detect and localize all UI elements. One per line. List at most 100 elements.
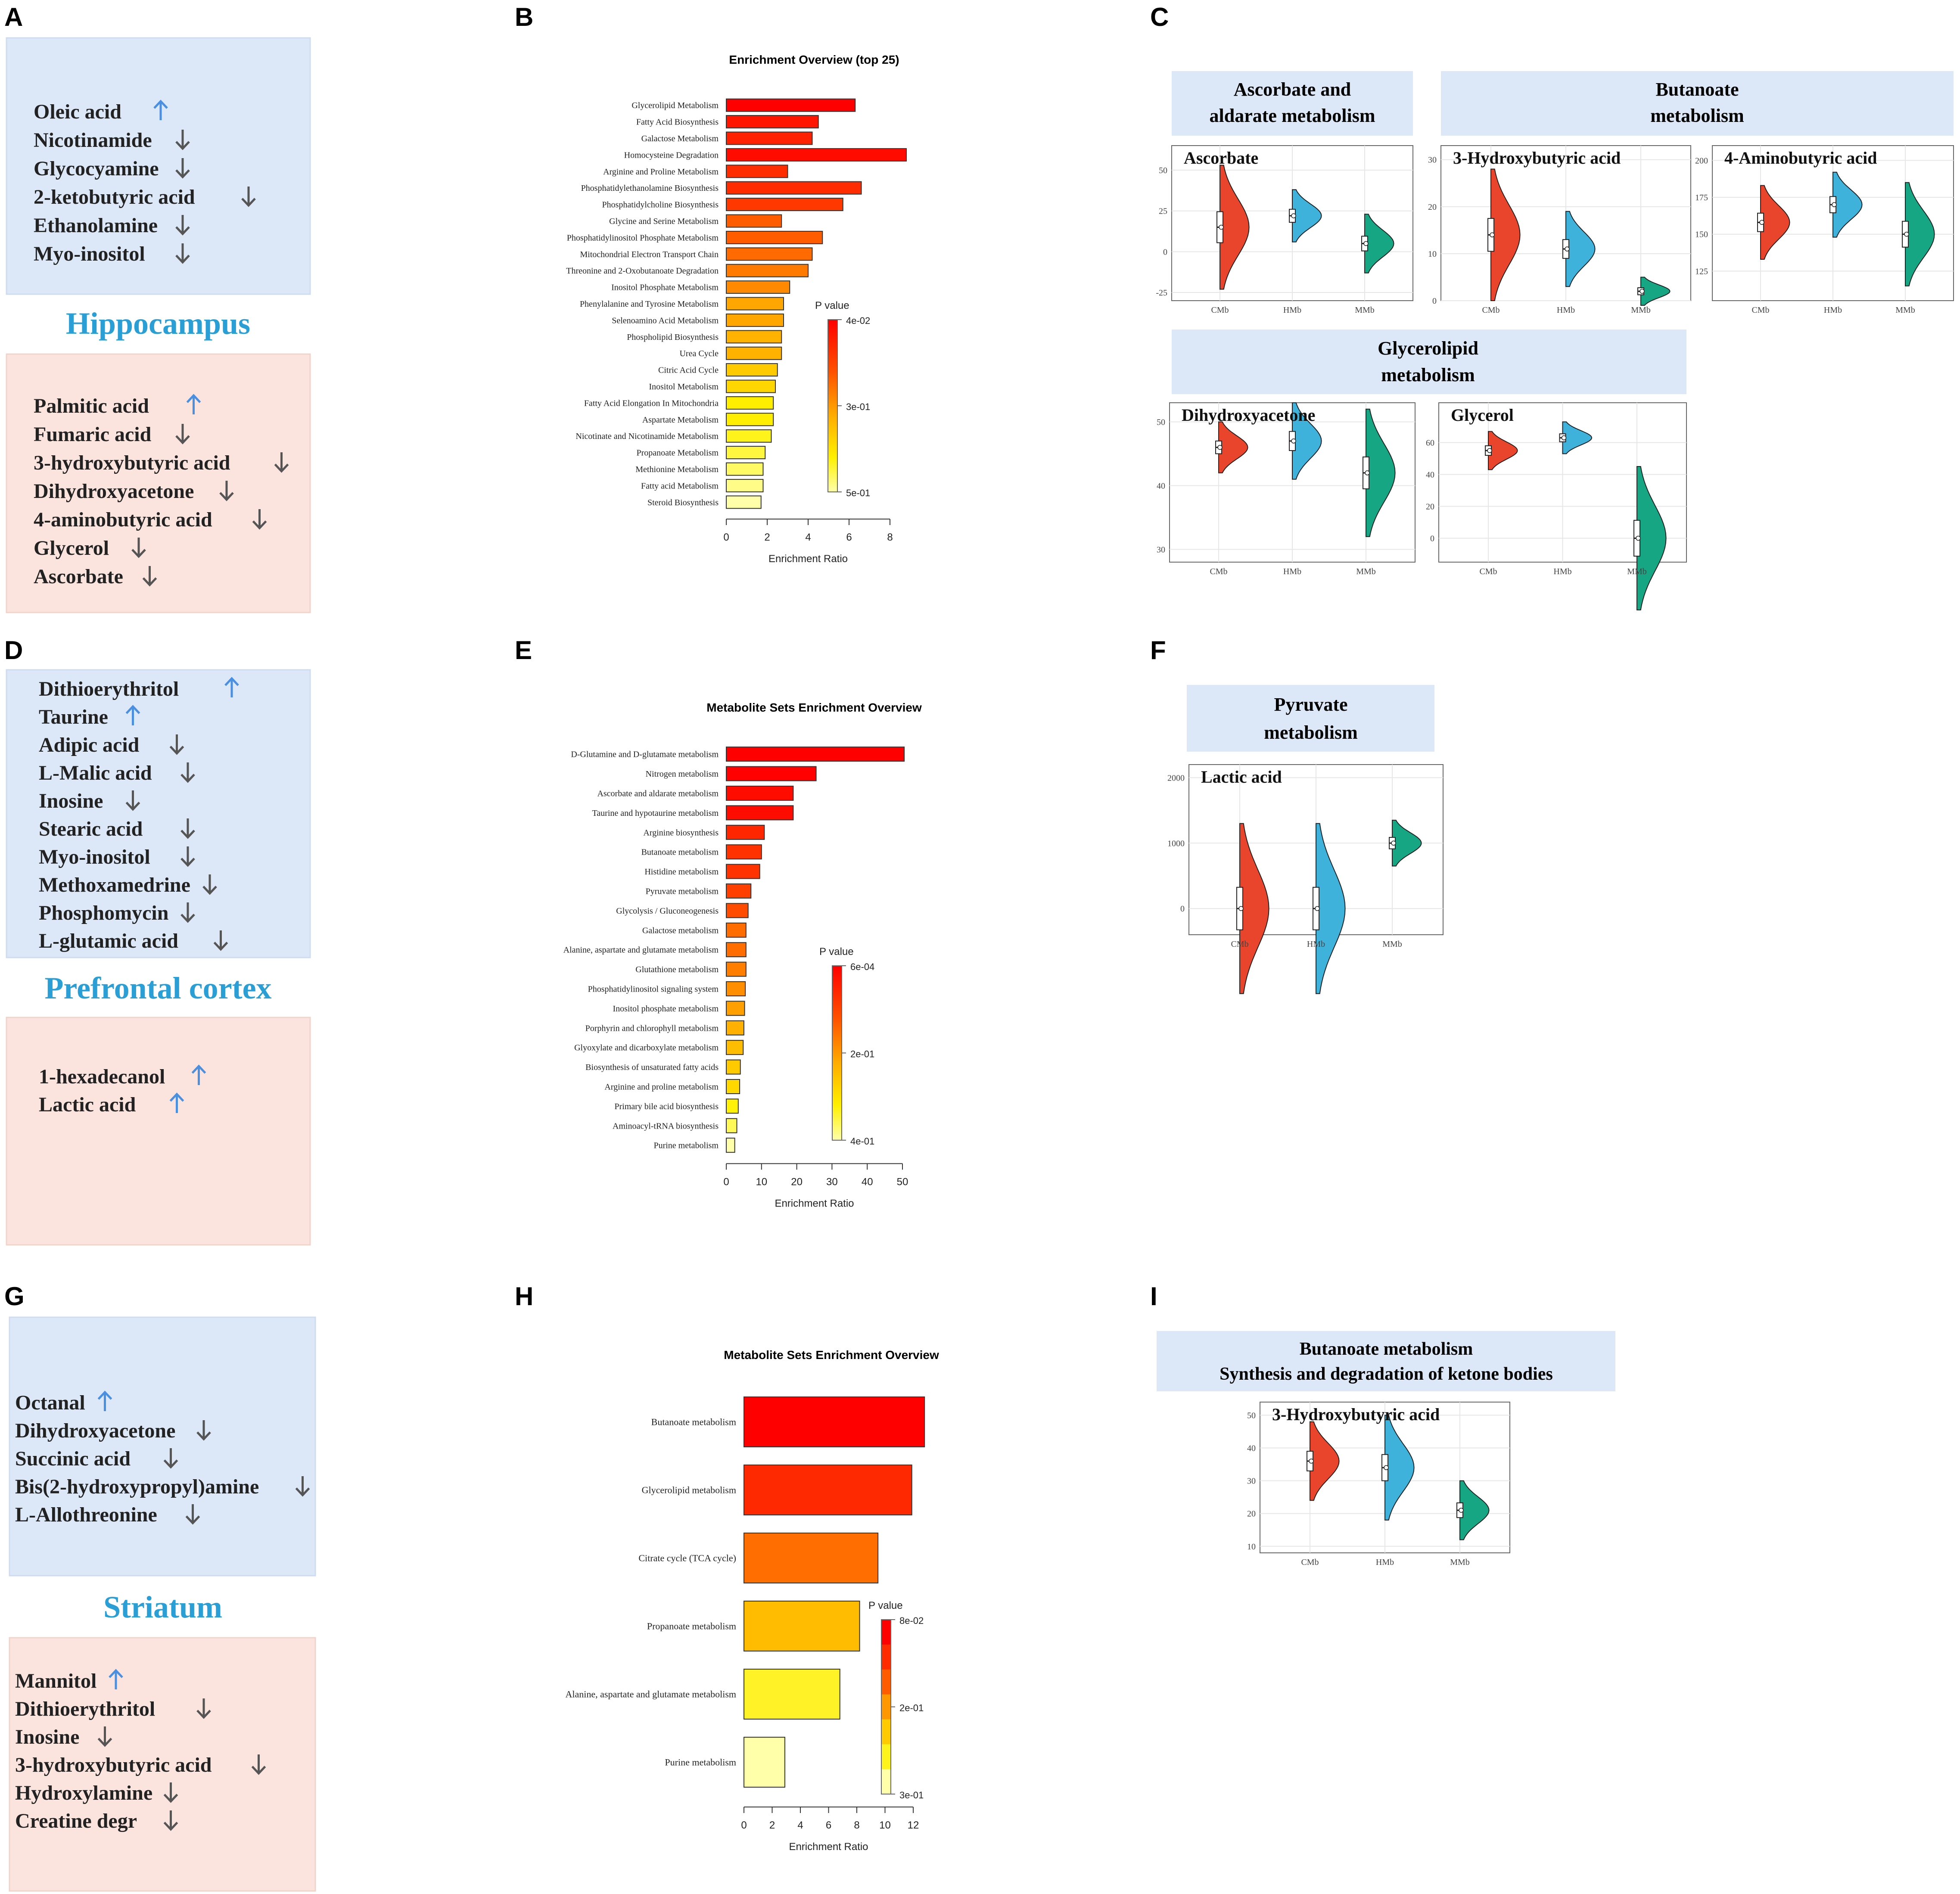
panel-letter-c: C [1150, 3, 1169, 31]
metabolite-name: L-Allothreonine [15, 1503, 157, 1526]
downregulated-box [6, 1017, 311, 1246]
y-tick-label: 40 [1247, 1444, 1256, 1453]
bar [726, 786, 794, 801]
violin [1902, 182, 1935, 286]
metabolite-name: Fumaric acid [34, 423, 152, 446]
metabolite-name: Myo-inositol [39, 846, 150, 868]
bar [726, 864, 760, 879]
pathway-header-ascorbate-line2: aldarate metabolism [1210, 105, 1375, 126]
legend-swatch [881, 1744, 891, 1770]
category-label: Phosphatidylinositol Phosphate Metabolis… [567, 233, 719, 243]
metabolite-name: Dihydroxyacetone [15, 1419, 175, 1442]
panel-letter-h: H [515, 1282, 533, 1311]
x-axis-label: Enrichment Ratio [775, 1197, 854, 1209]
y-tick-label: 40 [1157, 481, 1165, 491]
x-group-label: HMb [1283, 567, 1301, 576]
x-group-label: CMb [1210, 567, 1227, 576]
down-arrow-icon [274, 452, 289, 473]
category-label: Nicotinate and Nicotinamide Metabolism [576, 432, 719, 441]
legend-label: 2e-01 [899, 1703, 924, 1714]
y-tick-label: 60 [1426, 439, 1434, 448]
bar [726, 446, 766, 460]
violin [1381, 1415, 1415, 1521]
category-label: Primary bile acid biosynthesis [614, 1102, 719, 1111]
category-label: Phosphatidylethanolamine Biosynthesis [581, 183, 719, 193]
violin [1559, 421, 1593, 454]
y-tick-label: 25 [1159, 207, 1167, 216]
metabolite-name: Ascorbate [34, 565, 123, 588]
up-arrow-icon [153, 100, 168, 120]
bar [726, 396, 774, 410]
metabolite-name: Glycerol [34, 537, 109, 560]
legend-title: P value [868, 1600, 903, 1611]
pathway-header-ascorbate-line1: Ascorbate and [1234, 79, 1351, 100]
category-label: Taurine and hypotaurine metabolism [592, 809, 719, 818]
bar [726, 805, 794, 821]
x-group-label: HMb [1553, 567, 1571, 576]
legend-label: 3e-01 [846, 401, 870, 412]
x-group-label: MMb [1450, 1558, 1470, 1567]
metabolite-name: L-Malic acid [39, 762, 152, 784]
metabolite-name: Creatine degr [15, 1810, 137, 1832]
x-tick-label: 8 [887, 532, 893, 543]
plot-title: Dihydroxyacetone [1182, 405, 1315, 425]
legend-swatch [881, 1769, 891, 1794]
metabolite-name: Hydroxylamine [15, 1782, 152, 1804]
violin-plot: 0 20 40 60 CMb HMb MMb Glycerol [1426, 402, 1687, 610]
metabolite-name: Octanal [15, 1391, 85, 1414]
y-tick-label: 30 [1157, 545, 1165, 554]
category-label: Phosphatidylinositol signaling system [588, 985, 719, 994]
x-group-label: MMb [1382, 939, 1402, 949]
legend-label: 6e-04 [850, 961, 874, 972]
metabolite-name: Palmitic acid [34, 395, 149, 417]
x-group-label: HMb [1307, 939, 1325, 949]
down-arrow-icon [142, 566, 157, 587]
up-arrow-icon [97, 1390, 112, 1411]
violin-plot: 10 20 30 40 50 CMb HMb MMb 3-Hydroxybutyric acid [1247, 1402, 1510, 1567]
bar [726, 1001, 745, 1016]
down-arrow-icon [295, 1476, 310, 1497]
metabolite-name: Stearic acid [39, 818, 143, 840]
bar [726, 280, 790, 294]
bar [726, 330, 782, 344]
category-label: Homocysteine Degradation [624, 150, 719, 160]
pathway-header-ascorbate: Ascorbate and aldarate metabolism [1172, 71, 1413, 136]
legend-label: 4e-01 [850, 1136, 874, 1147]
category-label: Glutathione metabolism [635, 965, 719, 974]
bar [726, 1059, 741, 1075]
pathway-header-glycerolipid: Glycerolipid metabolism [1172, 330, 1686, 394]
category-label: Citrate cycle (TCA cycle) [638, 1553, 736, 1564]
metabolite-name: Lactic acid [39, 1093, 136, 1116]
y-tick-label: 50 [1157, 417, 1165, 427]
legend-swatch [881, 1719, 891, 1745]
x-tick-label: 30 [826, 1176, 838, 1188]
bar [726, 961, 747, 977]
x-group-label: MMb [1631, 305, 1651, 315]
legend-label: 3e-01 [899, 1790, 924, 1801]
bar [726, 495, 762, 509]
category-label: Phosphatidylcholine Biosynthesis [602, 200, 719, 210]
x-group-label: CMb [1231, 939, 1248, 949]
category-label: Porphyrin and chlorophyll metabolism [585, 1023, 719, 1033]
bar [726, 1020, 744, 1036]
metabolite-name: Glycocyamine [34, 157, 159, 180]
bar [744, 1465, 912, 1515]
x-group-label: HMb [1824, 305, 1842, 315]
y-tick-label: 175 [1695, 193, 1708, 202]
metabolite-name: 4-aminobutyric acid [34, 508, 212, 531]
metabolite-name: Dithioerythritol [39, 678, 179, 700]
y-tick-label: 20 [1428, 202, 1437, 212]
down-arrow-icon [185, 1504, 200, 1525]
bar [726, 264, 809, 277]
pathway-header-pyruvate: Pyruvate metabolism [1187, 685, 1434, 752]
y-tick-label: 0 [1163, 247, 1167, 257]
bar [726, 981, 746, 996]
pathway-header-butanoate: Butanoate metabolism [1441, 71, 1954, 136]
bar [726, 479, 764, 492]
x-tick-label: 12 [908, 1819, 919, 1831]
bar [726, 942, 747, 958]
category-label: Arginine and proline metabolism [604, 1082, 719, 1092]
metabolite-name: Bis(2-hydroxypropyl)amine [15, 1475, 259, 1498]
metabolite-name: Methoxamedrine [39, 874, 190, 896]
down-arrow-icon [163, 1448, 178, 1469]
